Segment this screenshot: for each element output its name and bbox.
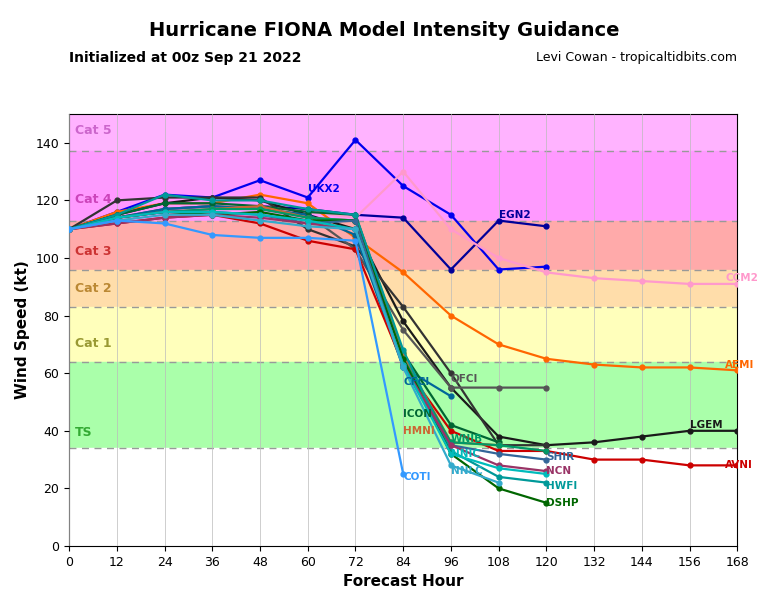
Text: CCM2: CCM2: [725, 273, 758, 283]
Bar: [69, 221, 737, 269]
Y-axis label: Wind Speed (kt): Wind Speed (kt): [15, 260, 30, 400]
Text: AEMI: AEMI: [725, 359, 755, 370]
X-axis label: Forecast Hour: Forecast Hour: [343, 574, 463, 589]
Text: DSHP: DSHP: [546, 498, 579, 508]
Text: Initialized at 00z Sep 21 2022: Initialized at 00z Sep 21 2022: [69, 51, 302, 65]
Bar: [69, 307, 737, 362]
Text: QFCI: QFCI: [451, 374, 478, 384]
Text: COTI: COTI: [403, 472, 431, 482]
Text: Cat 2: Cat 2: [75, 283, 111, 295]
Text: NCN: NCN: [546, 466, 571, 476]
Bar: [69, 362, 737, 448]
Bar: [69, 151, 737, 221]
Text: WNIB: WNIB: [451, 434, 483, 445]
Bar: [69, 269, 737, 307]
Text: SHIR: SHIR: [546, 452, 574, 462]
Text: EGN2: EGN2: [498, 210, 530, 220]
Text: NNLC: NNLC: [451, 466, 482, 476]
Text: Cat 1: Cat 1: [75, 337, 111, 350]
Text: Hurricane FIONA Model Intensity Guidance: Hurricane FIONA Model Intensity Guidance: [149, 21, 619, 40]
Bar: [69, 100, 737, 151]
Text: CFCI: CFCI: [403, 377, 429, 387]
Text: AVNI: AVNI: [725, 460, 753, 470]
Text: TS: TS: [75, 427, 93, 439]
Bar: [69, 448, 737, 546]
Text: Cat 4: Cat 4: [75, 193, 111, 206]
Text: UKX2: UKX2: [308, 184, 339, 194]
Text: Cat 3: Cat 3: [75, 245, 111, 258]
Text: NNIC: NNIC: [451, 449, 480, 459]
Text: Levi Cowan - tropicaltidbits.com: Levi Cowan - tropicaltidbits.com: [536, 51, 737, 64]
Text: HWFI: HWFI: [546, 481, 578, 491]
Text: ICON: ICON: [403, 409, 432, 419]
Text: LGEM: LGEM: [690, 420, 722, 430]
Text: Cat 5: Cat 5: [75, 124, 111, 137]
Text: HMNI: HMNI: [403, 426, 435, 436]
